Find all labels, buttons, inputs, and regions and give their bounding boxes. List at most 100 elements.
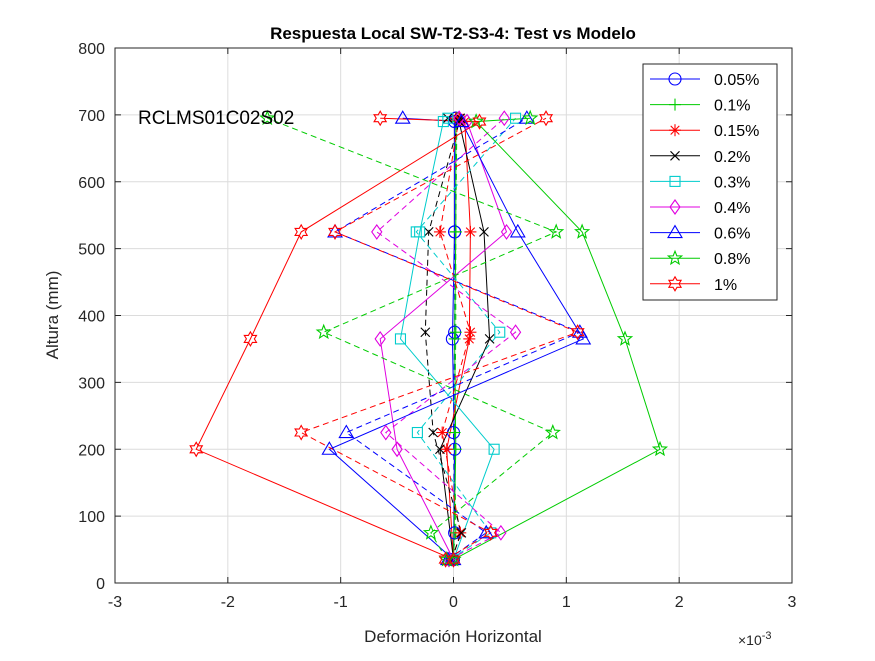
- series-line-model: [424, 118, 462, 560]
- data-point: [436, 426, 449, 439]
- data-point: [495, 524, 507, 541]
- data-point: [488, 443, 500, 455]
- legend-label: 0.3%: [714, 174, 750, 191]
- data-point: [509, 223, 526, 238]
- data-point: [433, 225, 446, 238]
- data-point: [373, 110, 388, 127]
- x-tick-label: 3: [788, 594, 797, 611]
- data-point: [472, 113, 487, 130]
- series-line-test: [453, 117, 661, 561]
- legend-entry: 0.8%: [650, 249, 750, 268]
- data-point: [327, 223, 343, 238]
- y-tick-label: 200: [78, 442, 105, 459]
- data-point: [189, 441, 204, 458]
- data-point: [380, 424, 392, 441]
- data-point: [669, 175, 681, 187]
- data-point: [453, 113, 470, 128]
- legend-label: 0.15%: [714, 123, 759, 140]
- legend-entry: 0.15%: [650, 123, 759, 140]
- legend-entry: 0.1%: [650, 98, 750, 115]
- data-point: [423, 227, 434, 237]
- data-point: [651, 440, 669, 457]
- series-line-model: [299, 117, 579, 561]
- legend-label: 1%: [714, 277, 737, 294]
- y-axis-label: Altura (mm): [43, 271, 62, 360]
- chart-title: Respuesta Local SW-T2-S3-4: Test vs Mode…: [270, 24, 636, 43]
- x-tick-label: 0: [449, 594, 458, 611]
- data-point: [616, 330, 634, 346]
- legend: 0.05% 0.1% 0.15% 0.2% 0.3% 0.4% 0.6% 0.8% 1%: [642, 63, 778, 301]
- data-point: [575, 330, 592, 345]
- series-line-model: [333, 117, 582, 561]
- legend-label: 0.1%: [714, 98, 750, 115]
- data-point: [438, 551, 455, 567]
- legend-label: 0.8%: [714, 251, 750, 268]
- data-point: [539, 110, 554, 127]
- data-point: [570, 324, 585, 341]
- x-tick-labels: -3 -2 -1 0 1 2 3: [108, 594, 797, 611]
- legend-entry: 0.05%: [650, 72, 759, 89]
- plot-series: [189, 109, 669, 568]
- data-point: [479, 227, 489, 237]
- data-point: [410, 226, 422, 238]
- x-tick-label: -3: [108, 594, 122, 611]
- y-tick-label: 0: [96, 576, 105, 593]
- data-point: [510, 112, 522, 124]
- data-point: [442, 112, 454, 124]
- data-point: [294, 424, 309, 441]
- data-point: [449, 225, 462, 238]
- y-tick-label: 500: [78, 242, 105, 259]
- data-point: [498, 110, 510, 127]
- data-point: [328, 223, 343, 241]
- legend-label: 0.2%: [714, 149, 750, 166]
- data-point: [669, 124, 681, 137]
- data-point: [464, 326, 477, 339]
- data-point: [484, 334, 495, 344]
- chart-annotation: RCLMS01C02S02: [138, 108, 294, 129]
- data-point: [374, 330, 386, 347]
- data-point: [456, 527, 467, 538]
- data-point: [448, 426, 461, 439]
- data-point: [435, 444, 445, 455]
- data-point: [669, 199, 681, 215]
- y-tick-labels: 0 100 200 300 400 500 600 700 800: [78, 41, 105, 593]
- data-point: [667, 224, 683, 239]
- data-point: [571, 324, 588, 338]
- y-tick-label: 100: [78, 509, 105, 526]
- data-point: [668, 72, 682, 86]
- data-point: [315, 323, 332, 340]
- y-tick-label: 400: [78, 309, 105, 326]
- legend-entry: 0.4%: [650, 199, 750, 217]
- x-axis-label: Deformación Horizontal: [364, 627, 542, 646]
- legend-label: 0.05%: [714, 72, 759, 89]
- data-point: [494, 326, 506, 338]
- x-tick-label: -2: [221, 594, 235, 611]
- y-tick-label: 700: [78, 108, 105, 125]
- data-point: [544, 423, 561, 440]
- data-point: [321, 441, 338, 455]
- y-tick-label: 300: [78, 375, 105, 392]
- data-point: [428, 427, 439, 438]
- data-point: [464, 225, 477, 238]
- x-tick-label: -1: [334, 594, 348, 611]
- data-point: [371, 223, 383, 240]
- data-point: [411, 426, 423, 439]
- legend-entry: 0.6%: [650, 224, 750, 243]
- legend-label: 0.4%: [714, 200, 750, 217]
- x-tick-label: 1: [562, 594, 571, 611]
- legend-entry: 0.2%: [650, 149, 750, 166]
- data-point: [509, 324, 522, 341]
- data-point: [294, 223, 309, 241]
- data-point: [391, 441, 403, 458]
- data-point: [500, 223, 513, 240]
- data-point: [574, 223, 591, 239]
- legend-label: 0.6%: [714, 226, 750, 243]
- data-point: [440, 443, 453, 456]
- data-point: [422, 524, 440, 540]
- legend-entry: 0.3%: [650, 174, 750, 191]
- data-point: [483, 524, 498, 541]
- data-point: [243, 330, 258, 348]
- legend-box: [642, 63, 778, 301]
